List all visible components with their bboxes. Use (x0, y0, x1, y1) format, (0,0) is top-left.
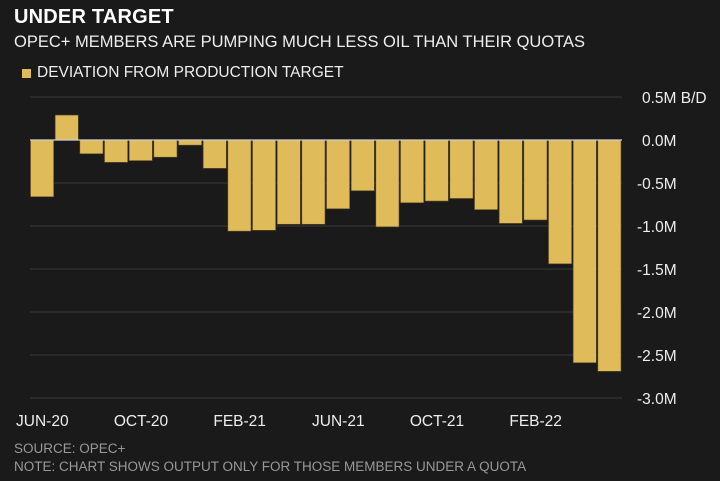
y-tick-label: -3.0M (637, 391, 677, 408)
bar-oct-21 (424, 139, 449, 202)
x-tick-label: FEB-21 (213, 413, 266, 430)
y-tick-label: 0.5M B/D (642, 90, 707, 107)
bar-sep-20 (104, 139, 128, 163)
chart-note: NOTE: CHART SHOWS OUTPUT ONLY FOR THOSE … (14, 459, 527, 474)
bar-feb-22 (523, 139, 548, 221)
legend-swatch (22, 68, 31, 78)
x-tick-label: OCT-21 (410, 413, 464, 430)
bar-dec-20 (178, 139, 202, 146)
y-tick-label: -2.5M (637, 348, 677, 365)
bar-apr-21 (276, 139, 301, 225)
legend-label: DEVIATION FROM PRODUCTION TARGET (37, 64, 344, 81)
bar-jul-21 (350, 139, 375, 192)
bar-aug-20 (79, 139, 104, 155)
bar-nov-20 (153, 139, 178, 158)
y-tick-label: -0.5M (637, 176, 677, 193)
bar-jan-22 (498, 139, 523, 224)
bar-jul-20 (54, 114, 79, 141)
y-tick-label: -2.0M (637, 305, 677, 322)
y-tick-label: 0.0M (642, 133, 676, 150)
bar-feb-21 (227, 139, 252, 232)
source-note: SOURCE: OPEC+ (14, 441, 126, 456)
bar-nov-21 (449, 139, 474, 199)
bar-may-22 (597, 139, 622, 372)
bar-may-21 (301, 139, 326, 225)
bar-apr-22 (572, 139, 597, 364)
bar-dec-21 (474, 139, 498, 210)
bar-aug-21 (375, 139, 400, 228)
bar-jan-21 (202, 139, 227, 169)
bar-jun-21 (326, 139, 350, 210)
x-tick-label: JUN-20 (16, 413, 69, 430)
x-tick-label: OCT-20 (114, 413, 169, 430)
bar-mar-22 (548, 139, 572, 265)
chart-subtitle: OPEC+ MEMBERS ARE PUMPING MUCH LESS OIL … (14, 33, 586, 51)
x-tick-label: FEB-22 (509, 413, 562, 430)
bar-oct-20 (128, 139, 153, 161)
chart-title: UNDER TARGET (14, 6, 174, 28)
bar-sep-21 (400, 139, 424, 204)
bar-jun-20 (30, 139, 54, 198)
legend: DEVIATION FROM PRODUCTION TARGET (22, 64, 344, 82)
bar-mar-21 (252, 139, 276, 231)
y-tick-label: -1.5M (637, 262, 677, 279)
y-tick-label: -1.0M (637, 219, 677, 236)
x-tick-label: JUN-21 (312, 413, 365, 430)
